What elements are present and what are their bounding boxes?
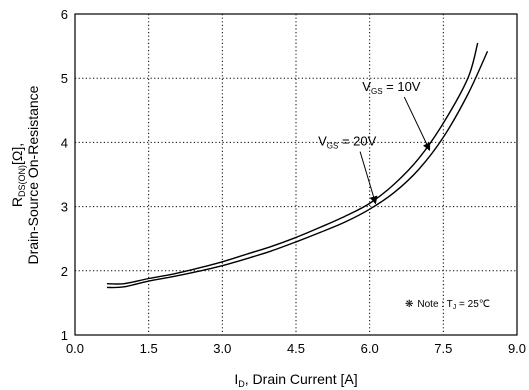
y-tick-label: 2 bbox=[61, 264, 68, 279]
x-tick-label: 3.0 bbox=[213, 341, 231, 356]
x-axis-label-sub: D bbox=[238, 379, 245, 389]
x-tick-label: 1.5 bbox=[140, 341, 158, 356]
annotation-vgs10-rest: = 10V bbox=[383, 79, 421, 94]
x-axis-label-main: I bbox=[234, 371, 238, 387]
temperature-note: ❋ Note : TJ = 25℃ bbox=[405, 299, 490, 311]
annotation-arrow-vgs10 bbox=[403, 96, 431, 152]
y-axis-label-line2: Drain-Source On-Resistance bbox=[25, 85, 41, 264]
series-line-vgs-10v bbox=[106, 42, 479, 285]
tick-labels: 0.0 1.5 3.0 4.5 6.0 7.5 9.0 1 2 3 4 5 6 bbox=[61, 7, 526, 356]
note-symbol: ❋ bbox=[405, 299, 413, 310]
annotation-vgs20-main: V bbox=[318, 134, 327, 149]
x-tick-label: 0.0 bbox=[66, 341, 84, 356]
x-axis-label: ID, Drain Current [A] bbox=[234, 371, 357, 389]
x-tick-label: 9.0 bbox=[508, 341, 526, 356]
y-axis-label-sub: DS(ON) bbox=[17, 165, 27, 197]
x-axis-label-rest: , Drain Current [A] bbox=[245, 371, 358, 387]
y-tick-label: 4 bbox=[61, 135, 68, 150]
y-axis-label: RDS(ON)[Ω], Drain-Source On-Resistance bbox=[9, 85, 41, 264]
note-post: = 25℃ bbox=[456, 299, 490, 310]
annotation-vgs20-rest: = 20V bbox=[338, 134, 376, 149]
annotation-vgs10-sub: GS bbox=[371, 87, 383, 96]
series-lines bbox=[106, 42, 489, 289]
annotation-vgs10: VGS = 10V bbox=[362, 79, 421, 96]
plot-frame bbox=[74, 13, 518, 336]
y-axis-label-main: R bbox=[9, 197, 25, 207]
annotation-vgs10-main: V bbox=[362, 79, 371, 94]
y-axis-label-rest: [Ω], bbox=[9, 143, 25, 165]
x-tick-label: 7.5 bbox=[434, 341, 452, 356]
note-text: Note : T bbox=[417, 299, 452, 310]
annotation-vgs20: VGS = 20V bbox=[318, 134, 377, 151]
x-tick-label: 6.0 bbox=[361, 341, 379, 356]
y-tick-label: 6 bbox=[61, 7, 68, 22]
y-tick-label: 1 bbox=[61, 328, 68, 343]
y-tick-label: 5 bbox=[61, 71, 68, 86]
x-tick-label: 4.5 bbox=[287, 341, 305, 356]
note-sub: J bbox=[453, 304, 457, 311]
y-axis-label-line1: RDS(ON)[Ω], bbox=[9, 143, 27, 207]
series-line-vgs-20v bbox=[106, 50, 489, 289]
y-tick-label: 3 bbox=[61, 200, 68, 215]
annotation-vgs20-sub: GS bbox=[327, 142, 339, 151]
grid bbox=[75, 14, 517, 335]
annotation-arrow-vgs20 bbox=[359, 151, 378, 205]
